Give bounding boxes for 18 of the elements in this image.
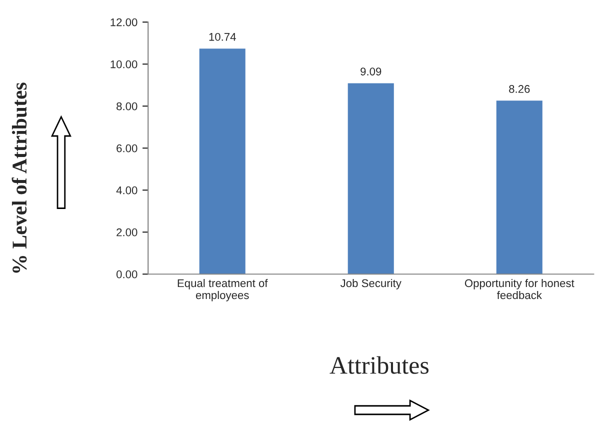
y-tick-label: 10.00	[110, 60, 138, 68]
y-axis-title: % Level of Attributes	[12, 82, 27, 273]
bar	[496, 100, 542, 274]
data-label: 10.74	[209, 32, 236, 41]
y-tick-label: 6.00	[116, 144, 138, 152]
data-label: 8.26	[509, 85, 530, 93]
x-tick-label: Equal treatment of employees	[178, 278, 268, 302]
data-label: 9.09	[360, 68, 382, 76]
y-tick-label: 2.00	[116, 228, 138, 236]
y-tick-label: 4.00	[116, 186, 138, 194]
bar	[348, 83, 394, 274]
y-tick-label: 12.00	[110, 18, 138, 26]
x-tick-label: Opportunity for honest feedback	[464, 278, 574, 300]
y-tick-label: 0.00	[116, 270, 138, 278]
x-axis-title: Attributes	[330, 356, 429, 374]
y-tick-label: 8.00	[116, 102, 138, 110]
bar	[199, 48, 246, 274]
x-tick-label: Job Security	[340, 278, 402, 290]
